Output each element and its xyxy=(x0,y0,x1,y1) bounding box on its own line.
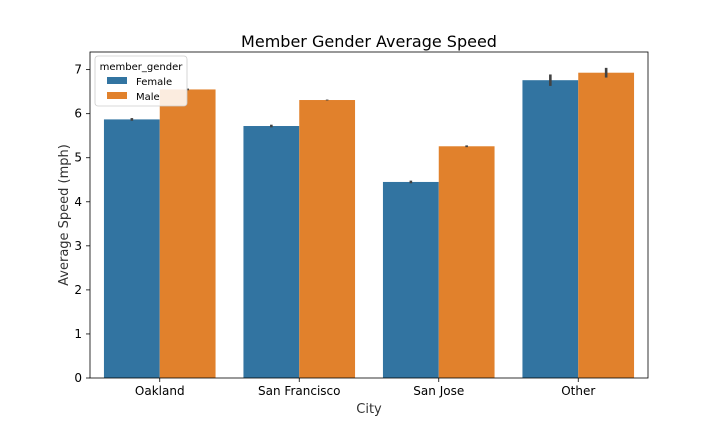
plot-frame xyxy=(89,51,649,379)
plot-area xyxy=(89,51,649,379)
y-tick-label: 6 xyxy=(74,107,82,121)
legend: member_gender Female Male xyxy=(94,55,188,107)
x-axis-label: City xyxy=(356,402,382,417)
bar-female-2 xyxy=(382,181,439,378)
x-tick-label: Oakland xyxy=(135,384,185,398)
x-tick-label: San Francisco xyxy=(258,384,340,398)
y-tick-label: 5 xyxy=(74,151,82,165)
legend-swatch-female xyxy=(107,77,127,84)
bar-female-1 xyxy=(243,126,300,379)
y-axis-label: Average Speed (mph) xyxy=(57,144,72,286)
bar-female-0 xyxy=(103,119,160,378)
bar-male-3 xyxy=(578,72,635,378)
y-tick-label: 1 xyxy=(74,327,82,341)
bar-male-2 xyxy=(438,146,495,378)
x-tick-label: San Jose xyxy=(413,384,464,398)
legend-label-male: Male xyxy=(136,92,160,103)
y-axis: 0 1 2 3 4 5 6 7 xyxy=(74,63,90,385)
y-tick-label: 2 xyxy=(74,283,82,297)
x-tick-label: Other xyxy=(561,384,595,398)
bar-male-0 xyxy=(159,89,216,378)
y-tick-label: 7 xyxy=(74,63,82,77)
chart-title: Member Gender Average Speed xyxy=(241,32,497,51)
legend-title: member_gender xyxy=(100,62,184,73)
error-bars-group xyxy=(130,67,608,184)
legend-swatch-male xyxy=(107,92,127,99)
x-axis: Oakland San Francisco San Jose Other xyxy=(135,378,595,398)
legend-label-female: Female xyxy=(136,77,172,88)
bar-male-1 xyxy=(299,100,356,378)
bar-female-3 xyxy=(522,80,579,379)
y-tick-label: 0 xyxy=(74,371,82,385)
bars-group xyxy=(103,72,635,379)
y-tick-label: 3 xyxy=(74,239,82,253)
y-tick-label: 4 xyxy=(74,195,82,209)
